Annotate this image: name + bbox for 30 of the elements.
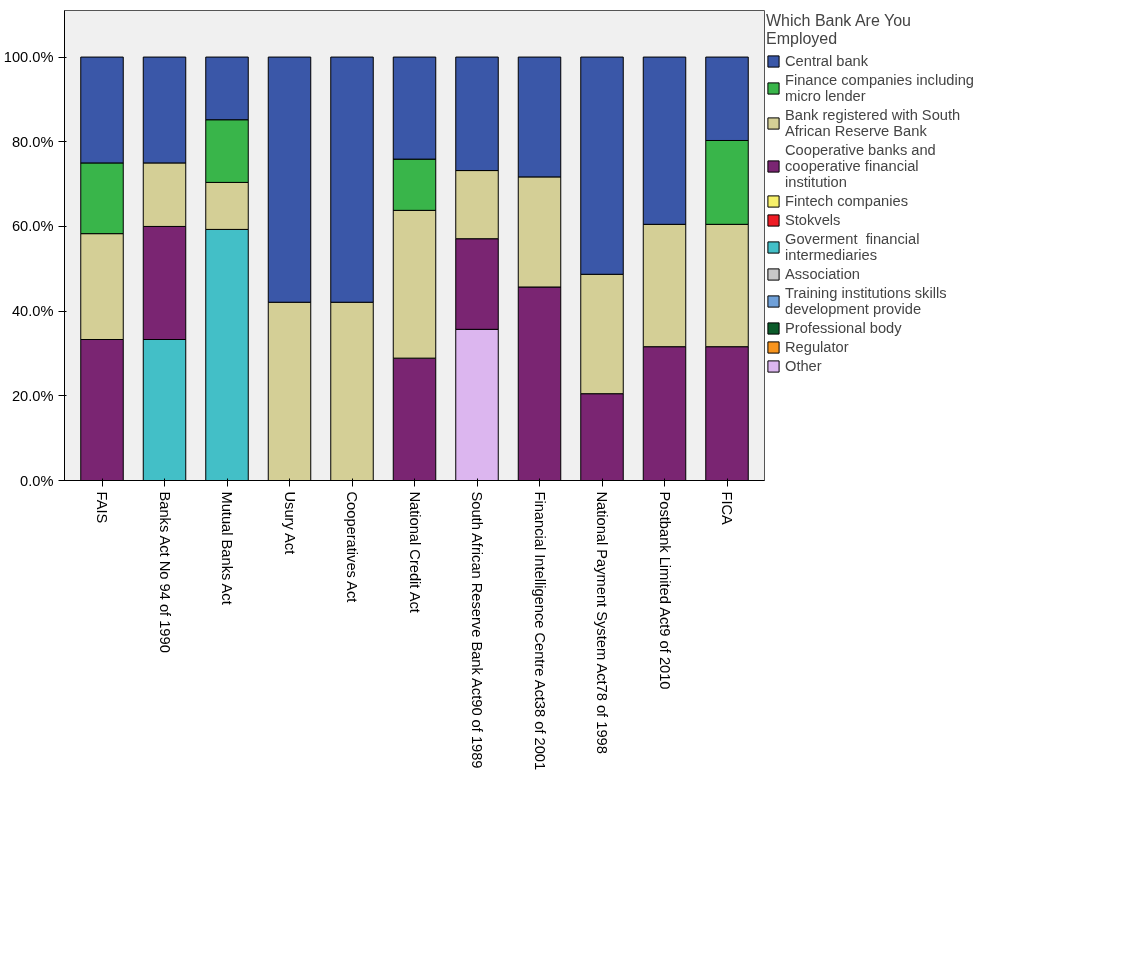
y-tick-label: 100.0% [3, 49, 54, 66]
x-tick-label: Banks Act No 94 of 1990 [156, 491, 173, 653]
x-tick-label: Mutual Banks Act [219, 491, 235, 605]
y-tick-label: 60.0% [11, 218, 54, 235]
legend-title: Which Bank Are You Employed [766, 12, 912, 48]
legend-label: Association [785, 266, 860, 282]
legend-label: Stokvels [785, 212, 841, 228]
legend-label: Professional body [785, 320, 902, 336]
x-tick-label: Postbank Limited Act9 of 2010 [656, 491, 673, 690]
legend-label: Regulator [785, 339, 849, 355]
x-tick-label: FAIS [94, 491, 110, 524]
x-tick-label: South African Reserve Bank Act90 of 1989 [469, 491, 485, 769]
x-tick-label: National Payment System Act78 of 1998 [594, 491, 610, 754]
legend-label: Finance companies including micro lender [785, 72, 975, 104]
legend-label: Cooperative banks and cooperative financial institution [785, 142, 936, 190]
legend-label: Central bank [785, 53, 869, 69]
y-tick-label: 80.0% [11, 133, 54, 150]
legend-label: Bank registered with South African Reserve Bank [785, 107, 961, 139]
x-tick-label: Cooperatives Act [344, 491, 360, 603]
x-tick-label: FICA [719, 491, 735, 526]
legend-label: Other [785, 358, 822, 374]
x-tick-label: Usury Act [281, 491, 298, 555]
legend-label: Fintech companies [785, 193, 909, 209]
x-tick-label: National Credit Act [406, 491, 423, 613]
y-tick-label: 20.0% [11, 387, 54, 404]
y-tick-label: 0.0% [20, 472, 54, 489]
x-tick-label: Financial Intelligence Centre Act38 of 2001 [531, 491, 548, 771]
legend-label: Training institutions skills development provide [785, 285, 947, 317]
legend-label: Goverment financial intermediaries [785, 231, 920, 263]
y-tick-label: 40.0% [11, 303, 54, 320]
